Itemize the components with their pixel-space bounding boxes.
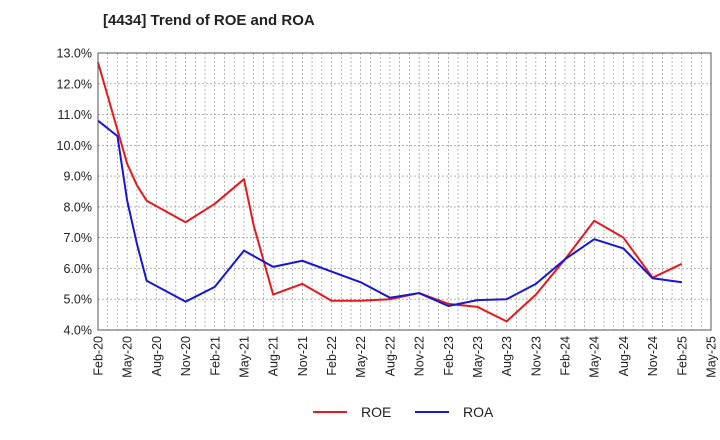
legend-item-roa: ROA — [415, 404, 493, 420]
legend-item-roe: ROE — [313, 404, 391, 420]
y-tick-label: 6.0% — [64, 262, 93, 276]
legend: ROE ROA — [0, 404, 720, 426]
y-tick-label: 5.0% — [64, 293, 93, 307]
x-tick-label: Feb-21 — [208, 336, 222, 376]
x-tick-label: Nov-22 — [413, 336, 427, 376]
x-tick-label: Feb-25 — [675, 336, 689, 376]
y-tick-label: 13.0% — [57, 47, 92, 61]
x-tick-label: Aug-21 — [267, 336, 281, 376]
x-tick-label: Nov-24 — [646, 336, 660, 376]
y-tick-label: 7.0% — [64, 231, 93, 245]
chart-title: [4434] Trend of ROE and ROA — [103, 12, 315, 29]
x-tick-label: Aug-22 — [383, 336, 397, 376]
y-axis-ticks: 13.0% 12.0% 11.0% 10.0% 9.0% 8.0% 7.0% 6.0% 5.0%… — [57, 47, 92, 338]
x-tick-label: Nov-21 — [296, 336, 310, 376]
legend-swatch-roe — [313, 411, 347, 413]
x-tick-label: Aug-20 — [150, 336, 164, 376]
legend-swatch-roa — [415, 411, 449, 413]
grid — [97, 52, 712, 331]
series-line-roa — [97, 119, 682, 307]
x-tick-label: Feb-20 — [92, 336, 106, 376]
x-tick-label: May-22 — [354, 336, 368, 378]
x-tick-label: Feb-24 — [559, 336, 573, 376]
y-tick-label: 4.0% — [64, 324, 93, 338]
y-tick-label: 12.0% — [57, 77, 92, 91]
legend-label-roa: ROA — [463, 404, 494, 420]
x-tick-label: May-20 — [121, 336, 135, 378]
y-tick-label: 10.0% — [57, 139, 92, 153]
x-tick-label: Feb-22 — [325, 336, 339, 376]
x-tick-label: May-25 — [705, 336, 719, 378]
x-tick-label: May-21 — [237, 336, 251, 378]
x-tick-label: Feb-23 — [442, 336, 456, 376]
x-tick-label: May-23 — [471, 336, 485, 378]
series-lines — [97, 61, 683, 323]
x-tick-label: Aug-24 — [617, 336, 631, 376]
y-tick-label: 8.0% — [64, 200, 93, 214]
plot-frame — [97, 52, 712, 331]
x-tick-label: Nov-20 — [179, 336, 193, 376]
x-tick-label: Aug-23 — [500, 336, 514, 376]
x-axis-ticks: Feb-20 May-20 Aug-20 Nov-20 Feb-21 May-21 Aug-… — [92, 336, 719, 378]
x-tick-label: May-24 — [588, 336, 602, 378]
x-tick-label: Nov-23 — [529, 336, 543, 376]
y-tick-label: 11.0% — [57, 108, 92, 122]
legend-label-roe: ROE — [361, 404, 392, 420]
y-tick-label: 9.0% — [64, 170, 93, 184]
